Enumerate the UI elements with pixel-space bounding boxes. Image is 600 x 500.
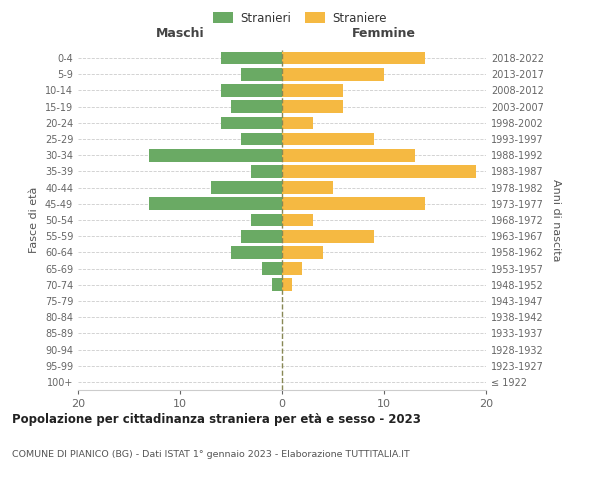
Bar — [221, 52, 282, 64]
Bar — [282, 116, 313, 129]
Bar — [221, 84, 282, 97]
Bar — [241, 230, 282, 242]
Bar — [231, 100, 282, 113]
Text: Maschi: Maschi — [155, 27, 205, 40]
Bar — [241, 68, 282, 80]
Bar — [282, 262, 302, 275]
Bar — [221, 116, 282, 129]
Bar — [282, 278, 292, 291]
Bar — [282, 165, 476, 177]
Bar — [251, 214, 282, 226]
Bar — [282, 182, 333, 194]
Bar — [272, 278, 282, 291]
Legend: Stranieri, Straniere: Stranieri, Straniere — [209, 8, 391, 28]
Bar — [149, 198, 282, 210]
Bar — [282, 214, 313, 226]
Text: Femmine: Femmine — [352, 27, 416, 40]
Bar — [282, 132, 374, 145]
Bar — [282, 149, 415, 162]
Text: Popolazione per cittadinanza straniera per età e sesso - 2023: Popolazione per cittadinanza straniera p… — [12, 412, 421, 426]
Bar — [282, 246, 323, 258]
Bar — [231, 246, 282, 258]
Bar — [241, 132, 282, 145]
Bar — [282, 230, 374, 242]
Bar — [282, 198, 425, 210]
Bar — [282, 84, 343, 97]
Bar — [251, 165, 282, 177]
Bar — [262, 262, 282, 275]
Bar — [282, 100, 343, 113]
Text: COMUNE DI PIANICO (BG) - Dati ISTAT 1° gennaio 2023 - Elaborazione TUTTITALIA.IT: COMUNE DI PIANICO (BG) - Dati ISTAT 1° g… — [12, 450, 410, 459]
Y-axis label: Anni di nascita: Anni di nascita — [551, 179, 560, 261]
Bar — [282, 68, 384, 80]
Y-axis label: Fasce di età: Fasce di età — [29, 187, 39, 253]
Bar — [149, 149, 282, 162]
Bar — [282, 52, 425, 64]
Bar — [211, 182, 282, 194]
